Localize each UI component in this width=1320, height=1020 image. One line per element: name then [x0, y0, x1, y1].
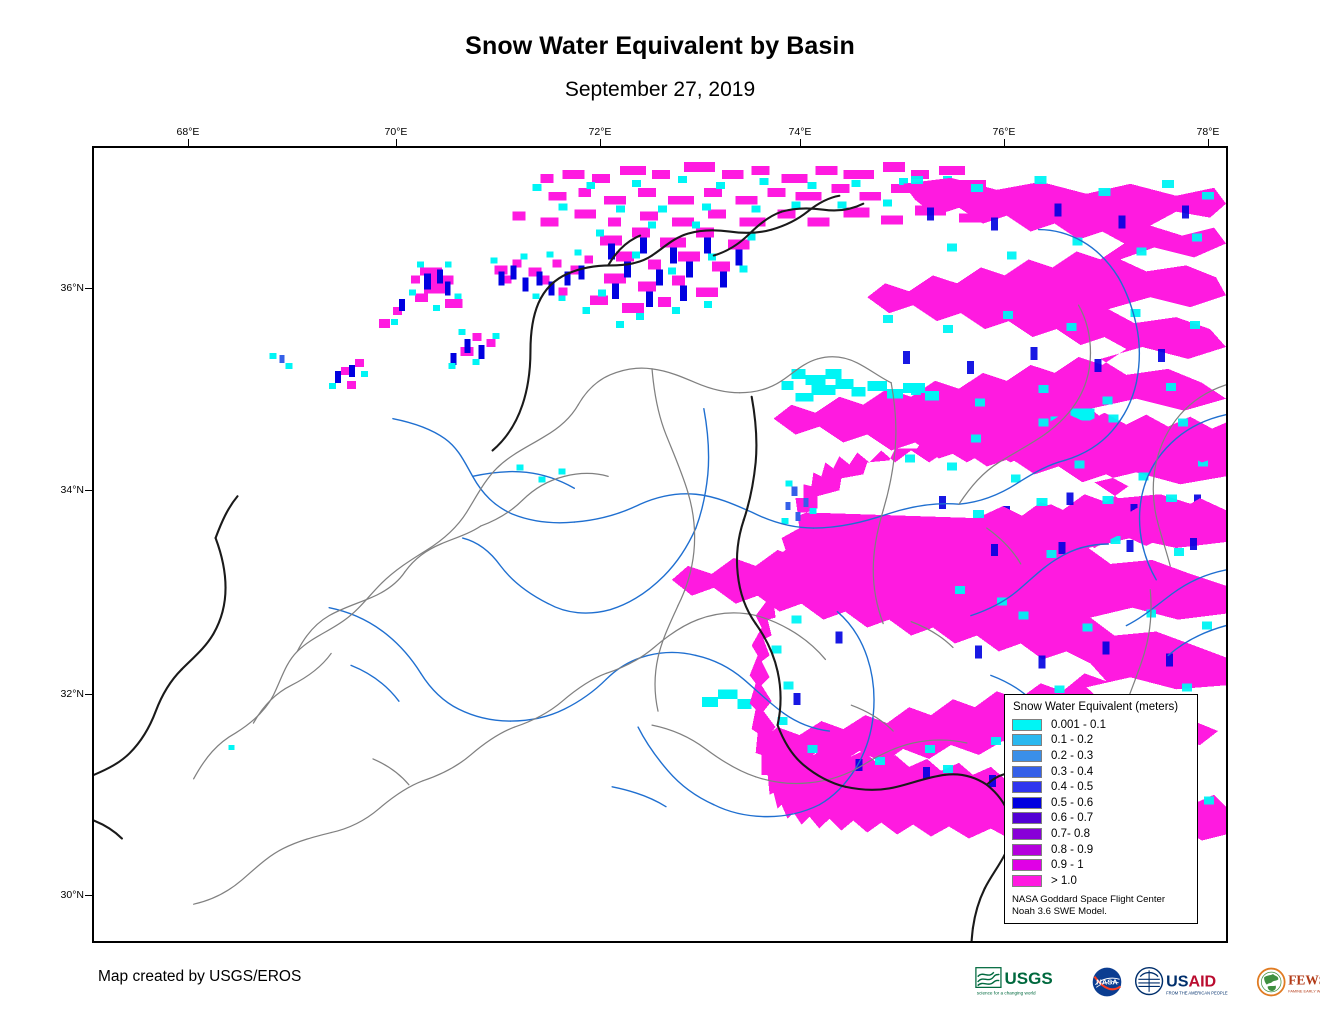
legend-row: 0.5 - 0.6: [1012, 795, 1190, 811]
legend-row: 0.3 - 0.4: [1012, 764, 1190, 780]
svg-text:FROM THE AMERICAN PEOPLE: FROM THE AMERICAN PEOPLE: [1166, 991, 1228, 996]
legend-row: 0.7- 0.8: [1012, 826, 1190, 842]
svg-text:AID: AID: [1188, 972, 1216, 990]
swe-speckles: [228, 354, 817, 750]
lon-tick-label-70e: 70°E: [384, 126, 408, 138]
lon-tick-70e: [396, 139, 397, 146]
usaid-logo: US AID FROM THE AMERICAN PEOPLE: [1134, 966, 1228, 996]
lat-tick-label-32n: 32°N: [60, 688, 84, 700]
lat-tick-34n: [85, 490, 92, 491]
river-layer: [328, 228, 1226, 818]
legend-label: 0.3 - 0.4: [1051, 765, 1094, 778]
legend-label: 0.9 - 1: [1051, 859, 1084, 872]
map-legend[interactable]: Snow Water Equivalent (meters) 0.001 - 0…: [1004, 694, 1198, 924]
lat-tick-label-30n: 30°N: [60, 889, 84, 901]
lon-tick-76e: [1004, 139, 1005, 146]
nasa-logo: NASA: [1092, 967, 1121, 997]
fewsnet-logo: FEWS NET FAMINE EARLY WARNING SYSTEMS NE…: [1256, 967, 1320, 997]
lon-tick-label-72e: 72°E: [588, 126, 612, 138]
legend-title: Snow Water Equivalent (meters): [1013, 701, 1179, 713]
usgs-logo: USGS science for a changing world: [975, 967, 1053, 996]
legend-swatch: [1012, 781, 1042, 794]
legend-label: 0.1 - 0.2: [1051, 734, 1094, 747]
swe-patch-hindukush: [269, 249, 594, 389]
legend-note-line2: Noah 3.6 SWE Model.: [1012, 905, 1107, 917]
lat-tick-36n: [85, 288, 92, 289]
legend-row: 0.2 - 0.3: [1012, 748, 1190, 764]
legend-swatch: [1012, 859, 1042, 872]
lon-tick-label-74e: 74°E: [788, 126, 812, 138]
legend-swatch: [1012, 765, 1042, 778]
legend-row: 0.001 - 0.1: [1012, 717, 1190, 733]
legend-label: 0.2 - 0.3: [1051, 749, 1094, 762]
legend-row: 0.6 - 0.7: [1012, 811, 1190, 827]
country-border-layer: [94, 194, 1016, 941]
legend-swatch: [1012, 843, 1042, 856]
lon-tick-72e: [600, 139, 601, 146]
legend-label: 0.8 - 0.9: [1051, 843, 1094, 856]
legend-swatch: [1012, 718, 1042, 731]
legend-row: 0.1 - 0.2: [1012, 733, 1190, 749]
lon-tick-label-76e: 76°E: [992, 126, 1016, 138]
map-graphics: [94, 161, 1226, 941]
svg-text:NASA: NASA: [1096, 978, 1118, 987]
legend-swatch: [1012, 749, 1042, 762]
legend-label: 0.4 - 0.5: [1051, 781, 1094, 794]
legend-swatch: [1012, 796, 1042, 809]
svg-text:FEWS NET: FEWS NET: [1288, 973, 1320, 988]
legend-row: > 1.0: [1012, 873, 1190, 889]
legend-swatch: [1012, 827, 1042, 840]
legend-label: 0.5 - 0.6: [1051, 796, 1094, 809]
swe-patch-chitral: [582, 221, 756, 329]
legend-swatch: [1012, 874, 1042, 887]
legend-source-note: NASA Goddard Space Flight Center Noah 3.…: [1012, 894, 1190, 918]
agency-logo-row: USGS science for a changing world NASA U…: [975, 962, 1320, 1002]
legend-label: > 1.0: [1051, 874, 1077, 887]
legend-label: 0.7- 0.8: [1051, 827, 1090, 840]
lat-tick-label-34n: 34°N: [60, 484, 84, 496]
legend-swatch: [1012, 734, 1042, 747]
lon-tick-78e: [1208, 139, 1209, 146]
lat-tick-30n: [85, 895, 92, 896]
legend-label: 0.001 - 0.1: [1051, 718, 1106, 731]
svg-text:FAMINE EARLY WARNING SYSTEMS N: FAMINE EARLY WARNING SYSTEMS NETWORK: [1288, 990, 1320, 994]
lon-tick-74e: [800, 139, 801, 146]
map-canvas[interactable]: [92, 146, 1228, 943]
svg-text:science for a changing world: science for a changing world: [977, 991, 1036, 996]
legend-label: 0.6 - 0.7: [1051, 812, 1094, 825]
svg-text:USGS: USGS: [1005, 969, 1053, 988]
map-credit: Map created by USGS/EROS: [98, 968, 302, 985]
lon-tick-label-68e: 68°E: [176, 126, 200, 138]
legend-swatch: [1012, 812, 1042, 825]
page-title: Snow Water Equivalent by Basin: [465, 32, 855, 60]
legend-row: 0.8 - 0.9: [1012, 842, 1190, 858]
svg-text:US: US: [1166, 972, 1189, 990]
lat-tick-32n: [85, 694, 92, 695]
lon-tick-label-78e: 78°E: [1196, 126, 1220, 138]
legend-row: 0.4 - 0.5: [1012, 779, 1190, 795]
page-subtitle: September 27, 2019: [564, 78, 756, 101]
legend-note-line1: NASA Goddard Space Flight Center: [1012, 893, 1166, 905]
map-clip: [94, 148, 1226, 941]
lat-tick-label-36n: 36°N: [60, 282, 84, 294]
basin-boundary-layer: [193, 304, 1226, 905]
legend-row: 0.9 - 1: [1012, 857, 1190, 873]
lon-tick-68e: [188, 139, 189, 146]
